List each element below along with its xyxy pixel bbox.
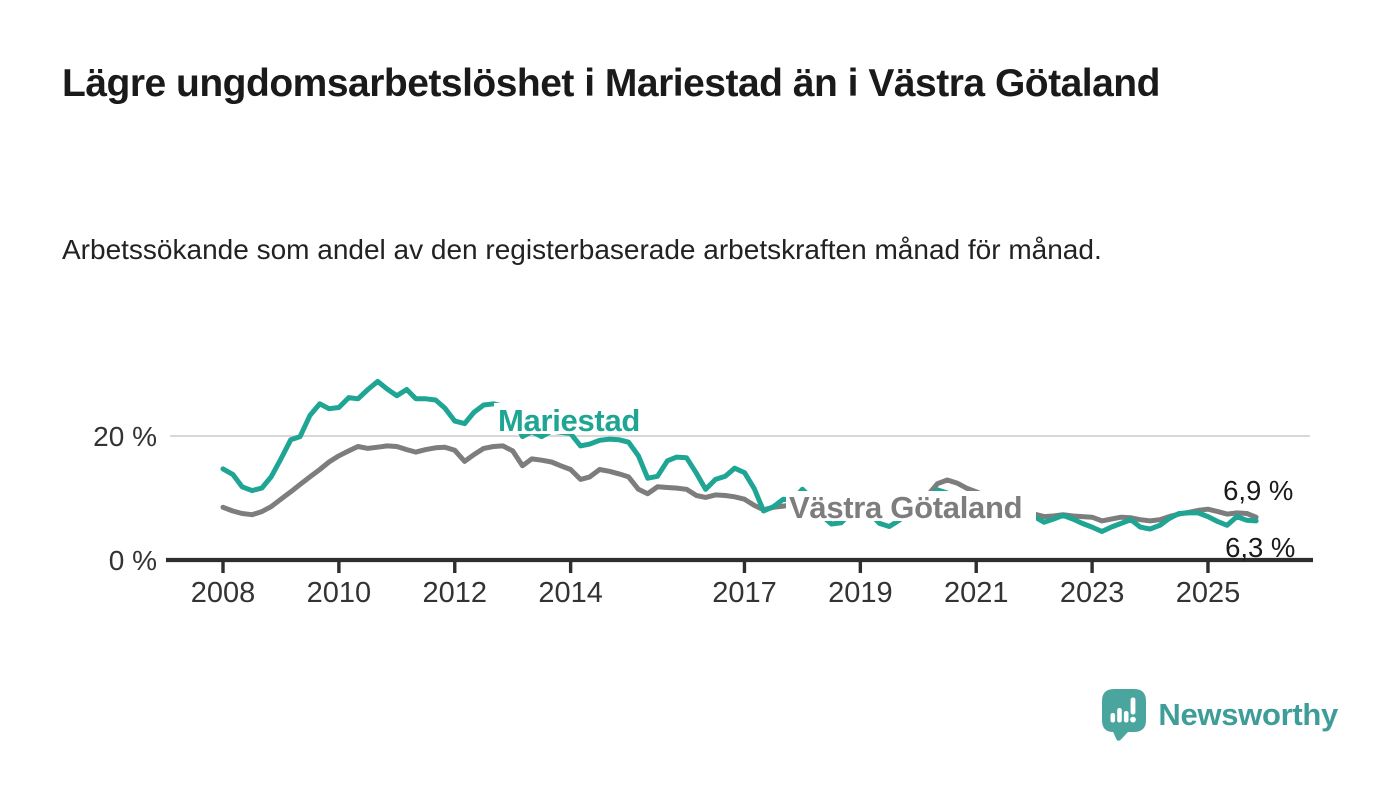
newsworthy-logo: Newsworthy <box>1101 688 1338 741</box>
x-tick-label-2023: 2023 <box>1060 577 1125 609</box>
series-label-v-stra-g-taland: Västra Götaland <box>789 490 1022 525</box>
logo-exclamation-bar <box>1130 697 1136 715</box>
x-tick-label-2012: 2012 <box>423 577 488 609</box>
series-line-v-stra-g-taland <box>220 443 1259 524</box>
x-tick-label-2019: 2019 <box>828 577 893 609</box>
newsworthy-logo-icon <box>1102 689 1147 741</box>
x-tick-label-2010: 2010 <box>307 577 372 609</box>
x-tick-label-2021: 2021 <box>944 577 1009 609</box>
newsworthy-logo-text: Newsworthy <box>1158 696 1338 732</box>
logo-bar-3 <box>1124 711 1129 723</box>
y-tick-label-0: 0 % <box>109 545 157 576</box>
series-label-bg <box>494 403 654 434</box>
page-title: Lägre ungdomsarbetslöshet i Mariestad än… <box>62 62 1160 105</box>
end-value-label-v-stra-g-taland: 6,9 % <box>1223 475 1293 506</box>
x-tick-label-2025: 2025 <box>1176 577 1241 609</box>
logo-exclamation-dot <box>1130 716 1137 723</box>
series-label-mariestad: Mariestad <box>498 403 640 438</box>
x-tick-label-2014: 2014 <box>538 577 603 609</box>
series-line-mariestad <box>220 378 1259 534</box>
x-tick-label-2017: 2017 <box>712 577 777 609</box>
logo-bar-1 <box>1110 713 1116 723</box>
end-value-label-mariestad: 6,3 % <box>1225 532 1295 563</box>
logo-bar-2 <box>1117 708 1123 723</box>
x-tick-label-2008: 2008 <box>191 577 256 609</box>
y-tick-label-20: 20 % <box>93 421 157 452</box>
series-label-bg <box>786 491 1036 521</box>
chart-subtitle: Arbetssökande som andel av den registerb… <box>62 234 1102 265</box>
